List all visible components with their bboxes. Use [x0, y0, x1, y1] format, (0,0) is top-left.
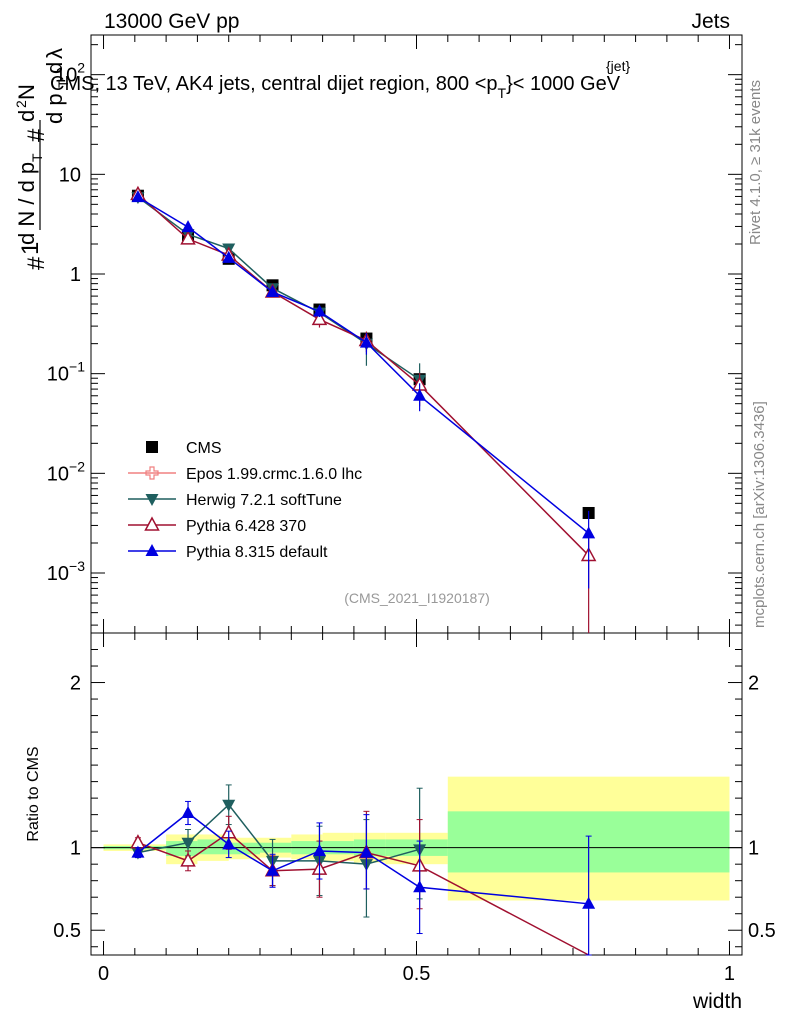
svg-text:2: 2	[13, 100, 29, 108]
rivet-label: Rivet 4.1.0, ≥ 31k events	[747, 80, 764, 245]
ratio-y-tick-label: 2	[70, 673, 81, 695]
series-line-herwig	[137, 196, 421, 381]
band-inner	[197, 839, 229, 855]
main-y-axis-label: # 1 d N / d p T # d 2 N d p T d λ	[13, 48, 71, 270]
legend-label-epos: Epos 1.99.crmc.1.6.0 lhc	[186, 466, 362, 483]
band-inner	[228, 842, 261, 855]
ratio-y-axis-label: Ratio to CMS	[25, 746, 42, 841]
ratio-series-group	[130, 784, 596, 956]
legend: CMS Epos 1.99.crmc.1.6.0 lhc Herwig 7.2.1 …	[128, 440, 362, 561]
point-pythia8	[312, 304, 326, 317]
y-tick-label: 10−3	[47, 558, 85, 585]
analysis-watermark: (CMS_2021_I1920187)	[344, 590, 490, 606]
ratio-point-pythia6	[180, 852, 196, 867]
y-tick-label: 10−1	[47, 359, 85, 386]
svg-text:1: 1	[17, 242, 44, 255]
legend-label-pythia8: Pythia 8.315 default	[186, 544, 328, 561]
plot-title-superscript: {jet}	[606, 58, 630, 74]
ratio-point-pythia8	[222, 837, 236, 850]
point-pythia8	[582, 526, 596, 539]
y-tick-label: 10−2	[47, 458, 85, 485]
ratio-y-tick-label: 0.5	[53, 920, 81, 942]
ratio-point-pythia8	[266, 863, 280, 876]
svg-text:λ: λ	[42, 48, 67, 59]
y-tick-label: 10	[59, 164, 81, 186]
legend-marker-pythia6	[144, 516, 160, 531]
mcplots-label: mcplots.cern.ch [arXiv:1306.3436]	[751, 401, 768, 628]
svg-text:d p: d p	[42, 93, 67, 124]
y-tick-label: 102	[55, 60, 85, 87]
svg-text:T: T	[29, 153, 45, 162]
ratio-point-pythia8	[582, 896, 596, 909]
y-tick-label: 1	[70, 264, 81, 286]
ratio-point-pythia8	[312, 843, 326, 856]
point-pythia8	[181, 220, 195, 233]
x-axis-label: width	[692, 990, 742, 1013]
point-pythia8	[131, 190, 145, 203]
svg-text:d: d	[14, 110, 39, 122]
legend-label-cms: CMS	[186, 440, 222, 457]
point-pythia6	[311, 310, 328, 326]
ratio-y-tick-label-right: 1	[748, 838, 759, 860]
ratio-uncertainty-bands	[103, 776, 730, 901]
ratio-point-pythia8	[131, 845, 145, 858]
point-pythia8	[359, 335, 373, 348]
point-pythia8	[222, 250, 236, 263]
series-line-pythia8	[137, 196, 590, 534]
ratio-axis-ticks: 0.5 0.5 1 1 2 2	[53, 649, 776, 948]
point-pythia8	[266, 284, 280, 297]
legend-label-herwig: Herwig 7.2.1 softTune	[186, 492, 342, 509]
ratio-point-pythia8	[181, 805, 195, 818]
point-pythia6	[180, 230, 196, 245]
ratio-y-tick-label-right: 2	[748, 673, 759, 695]
x-tick-label: 0	[98, 963, 109, 985]
x-tick-label: 1	[724, 963, 735, 985]
x-axis-ticks: 0 0.5 1	[98, 35, 735, 985]
svg-text:d N / d p: d N / d p	[14, 162, 39, 245]
main-series-group	[130, 185, 597, 633]
plot-title-end: }< 1000 GeV	[506, 73, 621, 95]
ratio-y-tick-label-right: 0.5	[748, 920, 776, 942]
legend-marker-pythia8	[145, 544, 159, 556]
category-label: Jets	[691, 10, 730, 33]
ratio-y-tick-label: 1	[70, 838, 81, 860]
ratio-line-pythia8	[137, 812, 589, 905]
svg-text:N: N	[14, 84, 39, 100]
svg-text:#: #	[23, 128, 50, 142]
main-axis-ticks: 102 10 1 10−1 10−2 10−3	[47, 44, 742, 626]
plot-title-sub: T	[498, 85, 507, 101]
ratio-point-herwig	[222, 799, 236, 812]
ratio-point-pythia8	[413, 880, 427, 893]
plot-title-main: CMS, 13 TeV, AK4 jets, central dijet reg…	[50, 73, 498, 95]
point-pythia8	[413, 388, 427, 401]
legend-marker-cms	[146, 441, 158, 453]
legend-marker-epos	[145, 466, 159, 480]
legend-marker-herwig	[145, 494, 159, 506]
legend-label-pythia6: Pythia 6.428 370	[186, 518, 306, 535]
svg-text:d: d	[42, 62, 67, 74]
x-tick-label: 0.5	[403, 963, 431, 985]
energy-label: 13000 GeV pp	[104, 10, 239, 33]
plot-title: CMS, 13 TeV, AK4 jets, central dijet reg…	[50, 73, 621, 101]
svg-text:T: T	[55, 79, 71, 88]
svg-text:#: #	[23, 256, 50, 270]
ratio-line-pythia6	[137, 831, 589, 956]
ratio-point-herwig	[181, 837, 195, 850]
series-line-pythia6	[137, 193, 590, 556]
ratio-point-pythia8	[359, 845, 373, 858]
